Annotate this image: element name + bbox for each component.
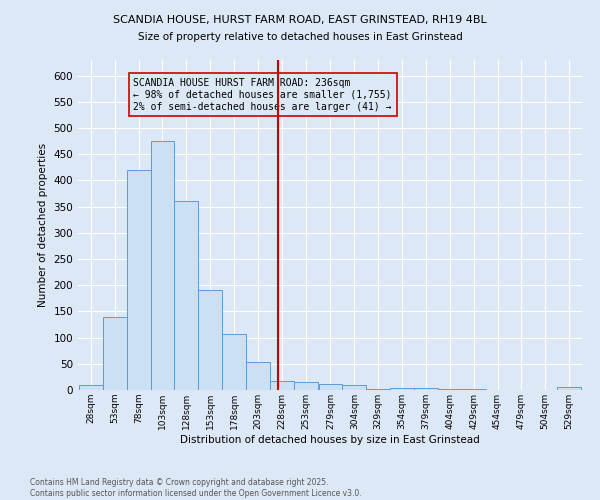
Bar xyxy=(127,170,151,390)
Bar xyxy=(294,382,317,390)
Y-axis label: Number of detached properties: Number of detached properties xyxy=(38,143,48,307)
Bar xyxy=(390,388,414,390)
Bar xyxy=(198,290,222,390)
Bar xyxy=(175,202,198,390)
Bar xyxy=(414,388,438,390)
Bar xyxy=(343,386,366,390)
Text: Contains HM Land Registry data © Crown copyright and database right 2025.
Contai: Contains HM Land Registry data © Crown c… xyxy=(30,478,362,498)
Bar xyxy=(246,362,270,390)
Bar xyxy=(222,334,246,390)
Bar xyxy=(319,384,343,390)
Text: SCANDIA HOUSE, HURST FARM ROAD, EAST GRINSTEAD, RH19 4BL: SCANDIA HOUSE, HURST FARM ROAD, EAST GRI… xyxy=(113,15,487,25)
Text: Size of property relative to detached houses in East Grinstead: Size of property relative to detached ho… xyxy=(137,32,463,42)
Bar xyxy=(438,389,462,390)
Bar xyxy=(151,141,175,390)
Bar xyxy=(557,388,581,390)
Bar xyxy=(79,385,103,390)
X-axis label: Distribution of detached houses by size in East Grinstead: Distribution of detached houses by size … xyxy=(180,434,480,444)
Bar xyxy=(270,380,294,390)
Text: SCANDIA HOUSE HURST FARM ROAD: 236sqm
← 98% of detached houses are smaller (1,75: SCANDIA HOUSE HURST FARM ROAD: 236sqm ← … xyxy=(133,78,392,112)
Bar xyxy=(366,389,390,390)
Bar xyxy=(103,316,127,390)
